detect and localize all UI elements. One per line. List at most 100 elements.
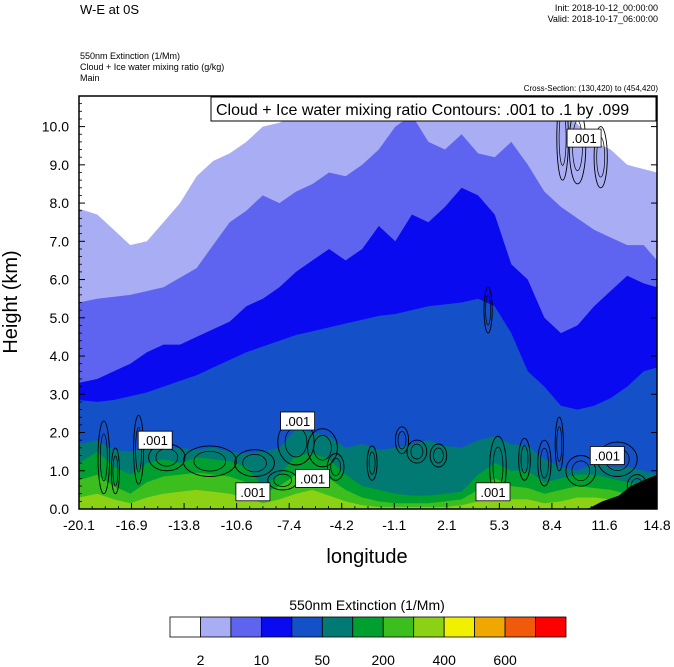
init-time-label: Init: 2018-10-12_00:00:00 [554,3,658,13]
y-tick-label-8: 8.0 [50,195,70,211]
contour-line-inner-17 [540,447,549,479]
contour-line-18 [554,416,564,472]
x-tick-label-9: 8.4 [542,517,562,533]
contour-line-7 [307,428,338,468]
contour-line-24 [593,126,608,189]
colorbar-swatch-11 [504,616,536,638]
colorbar-swatch-1 [200,616,232,638]
svg-text:.001: .001 [571,131,596,146]
colorbar-label-0: 2 [197,652,205,667]
contour-line-14 [483,286,493,334]
cross-section-label: Cross-Section: (130,420) to (454,420) [523,84,658,93]
x-tick-label-7: 2.1 [437,517,457,533]
contour-line-0 [97,420,111,495]
contour-line-inner-19 [571,460,591,482]
contour-info-label: Cloud + Ice water mixing ratio Contours:… [216,102,629,119]
contour-line-inner-14 [485,294,491,326]
contour-line-inner-13 [433,447,444,464]
y-axis-label: Height (km) [0,250,22,353]
colorbar-swatch-5 [321,616,354,638]
contour-line-inner-9 [273,473,292,487]
colorbar-swatch-10 [474,616,506,638]
extinction-layer-7 [79,489,657,509]
contour-labels: .001 .001 .001 .001 .001 .001 .001 [137,128,625,502]
contour-info-box: Cloud + Ice water mixing ratio Contours:… [210,96,657,122]
contour-line-13 [429,443,448,468]
contour-label-3: .001 [295,468,330,488]
x-tick-label-4: -7.4 [277,517,301,533]
contour-line-inner-0 [99,433,108,482]
contour-line-inner-7 [313,435,332,461]
x-tick-label-10: 11.6 [591,517,617,533]
contour-line-inner-18 [556,426,563,462]
colorbar-label-1: 10 [254,652,270,667]
contour-label-6: .001 [589,446,625,465]
svg-text:.001: .001 [595,449,620,464]
y-tick-label-1: 1.0 [50,463,70,479]
contour-line-4 [182,445,237,477]
colorbar-swatch-4 [291,616,323,638]
contour-line-inner-12 [410,443,424,460]
y-tick-label-10: 10.0 [42,119,69,135]
contour-line-16 [518,437,531,481]
x-tick-label-6: -1.1 [382,517,406,533]
x-tick-label-8: 5.3 [490,517,510,533]
x-axis-label: longitude [326,546,407,568]
colorbar-swatch-3 [260,616,293,638]
y-tick-label-9: 9.0 [50,157,70,173]
svg-text:.001: .001 [480,485,505,500]
valid-time-label: Valid: 2018-10-17_06:00:00 [547,14,658,24]
y-tick-label-3: 3.0 [50,386,70,402]
y-tick-label-0: 0.0 [50,501,70,517]
field-name-mixing-ratio: Cloud + Ice water mixing ratio (g/kg) [80,62,225,72]
colorbar-swatch-6 [352,616,384,638]
contour-label-1: .001 [280,411,316,431]
contour-line-inner-10 [368,451,376,475]
chart-title: W-E at 0S [80,2,140,17]
field-name-domain: Main [80,73,100,83]
svg-text:.001: .001 [285,414,310,429]
x-tick-label-1: -16.9 [116,517,148,533]
colorbar-swatch-0 [169,616,201,638]
contour-line-19 [565,455,597,487]
x-tick-label-5: -4.2 [330,517,354,533]
svg-text:.001: .001 [143,433,168,448]
x-tick-label-3: -10.6 [221,517,253,533]
colorbar-label-2: 50 [315,652,331,667]
colorbar-label-5: 600 [493,652,517,667]
contour-label-0: .001 [137,430,173,450]
y-tick-label-7: 7.0 [50,233,70,249]
contour-line-inner-4 [193,450,227,472]
contour-line-inner-16 [520,445,529,474]
colorbar-swatch-8 [413,616,445,638]
y-tick-label-2: 2.0 [50,425,70,441]
colorbar-title: 550nm Extinction (1/Mm) [289,597,445,613]
x-tick-label-11: 14.8 [643,517,670,533]
contour-line-10 [366,445,378,481]
colorbar: 2 10 50 200 400 600 [169,616,567,667]
x-tick-label-2: -13.8 [168,517,200,533]
contour-line-inner-21 [630,478,644,494]
contour-line-21 [626,474,648,499]
y-tick-label-6: 6.0 [50,272,70,288]
contour-line-5 [234,449,275,477]
x-tick-label-0: -20.1 [63,517,95,533]
contour-line-12 [406,439,428,464]
contour-label-5: .001 [566,128,602,148]
contour-line-2 [133,414,145,485]
colorbar-swatch-2 [230,616,262,638]
colorbar-swatch-7 [382,616,415,638]
contour-line-1 [110,447,120,495]
contour-line-inner-2 [135,426,142,473]
contour-line-11 [394,426,410,455]
contour-label-4: .001 [475,482,511,502]
colorbar-swatch-12 [535,616,567,638]
contour-line-17 [537,439,552,487]
axes: -20.1 -16.9 -13.8 -10.6 -7.4 -4.2 -1.1 2.1 5.3 8.… [42,103,671,533]
contour-line-inner-5 [242,454,267,473]
contour-line-inner-1 [112,455,119,487]
field-name-extinction: 550nm Extinction (1/Mm) [80,51,181,61]
y-tick-label-5: 5.0 [50,310,70,326]
colorbar-swatch-9 [443,616,476,638]
